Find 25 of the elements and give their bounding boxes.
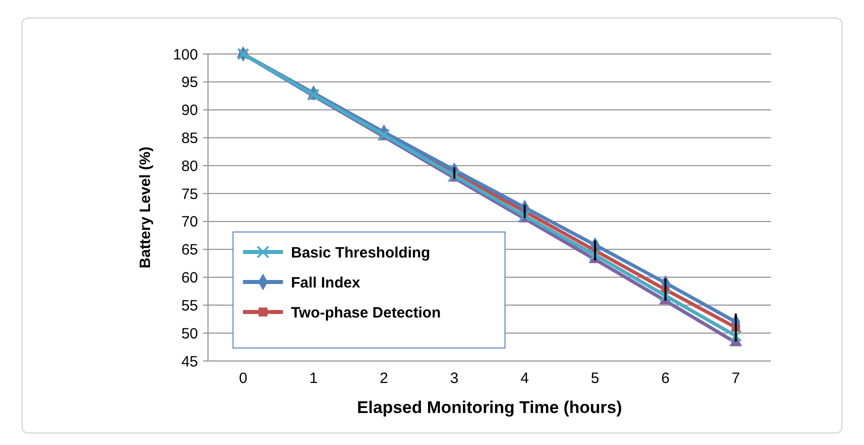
y-tick-label: 75 (181, 186, 198, 203)
y-tick-label: 100 (172, 46, 198, 64)
x-tick-label: 1 (309, 370, 318, 387)
legend-label: Basic Thresholding (291, 244, 430, 262)
x-tick-label: 5 (590, 370, 600, 387)
y-tick-label: 55 (181, 297, 198, 314)
y-tick-label: 70 (181, 214, 198, 231)
legend-label: Fall Index (291, 274, 361, 292)
y-tick-label: 60 (181, 270, 198, 287)
y-tick-label: 90 (181, 102, 198, 120)
y-tick-label: 80 (181, 158, 198, 175)
x-tick-label: 3 (450, 370, 458, 387)
y-tick-label: 95 (181, 74, 198, 92)
legend-label: Two-phase Detection (291, 304, 441, 322)
x-tick-label: 7 (732, 370, 740, 387)
x-tick-label: 0 (239, 370, 248, 387)
y-tick-label: 50 (181, 325, 198, 342)
x-tick-label: 4 (520, 370, 529, 387)
x-tick-label: 6 (661, 370, 670, 387)
x-axis-title: Elapsed Monitoring Time (hours) (356, 398, 622, 417)
y-tick-label: 85 (181, 130, 198, 147)
x-tick-label: 2 (380, 370, 388, 387)
y-axis-title: Battery Level (%) (137, 146, 154, 268)
y-tick-label: 45 (181, 353, 198, 370)
y-tick-label: 65 (181, 242, 198, 259)
